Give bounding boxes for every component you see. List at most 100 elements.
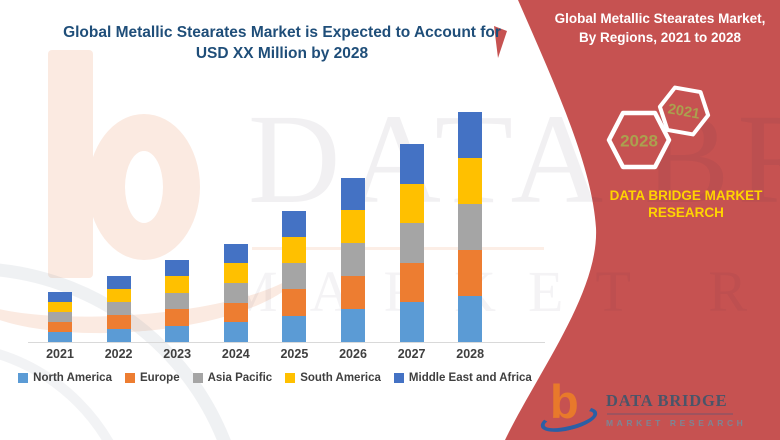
bar-segment-asia-pacific xyxy=(165,292,190,309)
x-axis-line xyxy=(28,342,545,343)
legend-item-asia-pacific: Asia Pacific xyxy=(192,372,273,384)
x-axis-label-2027: 2027 xyxy=(397,347,426,361)
brand-name-text: DATA BRIDGE MARKET RESEARCH xyxy=(592,188,780,221)
brand-name-line1: DATA BRIDGE MARKET xyxy=(609,188,763,203)
bar-column-2022 xyxy=(106,275,131,342)
chart-region: 2021 2022 2023 2024 2025 2026 2027 2028 xyxy=(28,110,545,410)
bar-segment-north-america xyxy=(48,332,72,342)
footer-logo-divider xyxy=(607,413,733,415)
bar-segment-asia-pacific xyxy=(223,282,248,303)
x-axis-label-2022: 2022 xyxy=(104,347,133,361)
chart-title-line1: Global Metallic Stearates Market is Expe… xyxy=(63,24,501,41)
legend-swatch-icon xyxy=(393,373,404,383)
bar-column-2025 xyxy=(282,210,307,342)
bar-column-2024 xyxy=(223,243,248,342)
legend-item-europe: Europe xyxy=(124,372,180,384)
bar-segment-asia-pacific xyxy=(282,263,307,290)
hexagon-label-2028: 2028 xyxy=(620,132,658,151)
chart-legend: North America Europe Asia Pacific South Ame… xyxy=(8,372,542,384)
bar-segment-middle-east-and-africa xyxy=(399,144,424,184)
legend-swatch-icon xyxy=(192,373,203,383)
legend-swatch-icon xyxy=(18,373,29,383)
bar-segment-north-america xyxy=(399,302,424,342)
bar-segment-middle-east-and-africa xyxy=(223,243,248,264)
bar-column-2021 xyxy=(48,292,72,342)
bar-segment-europe xyxy=(106,315,131,329)
logo-b-icon: b xyxy=(538,375,602,437)
footer-logo-subtitle: MARKET RESEARCH xyxy=(606,418,747,428)
bar-segment-south-america xyxy=(341,210,365,244)
watermark-logo-b-stem xyxy=(48,50,93,278)
x-axis-label-2021: 2021 xyxy=(46,347,74,361)
legend-item-north-america: North America xyxy=(18,372,112,384)
legend-item-middle-east-and-africa: Middle East and Africa xyxy=(393,372,532,384)
bar-segment-asia-pacific xyxy=(458,204,483,250)
bar-segment-europe xyxy=(165,309,190,326)
red-panel-sliver xyxy=(494,26,507,58)
bar-segment-europe xyxy=(223,302,248,323)
hexagon-label-2021: 2021 xyxy=(667,101,702,122)
side-panel-header-line1: Global Metallic Stearates Market, xyxy=(554,11,766,26)
legend-label: South America xyxy=(300,372,381,384)
hexagon-shape xyxy=(657,85,711,137)
bar-segment-asia-pacific xyxy=(399,223,424,263)
legend-swatch-icon xyxy=(285,373,296,383)
bar-segment-south-america xyxy=(282,236,307,264)
footer-logo-text: DATA BRIDGE MARKET RESEARCH xyxy=(606,391,746,428)
bar-segment-north-america xyxy=(165,325,190,342)
bar-segment-south-america xyxy=(458,158,483,204)
legend-label: North America xyxy=(33,372,112,384)
bar-segment-europe xyxy=(341,276,365,310)
bar-segment-middle-east-and-africa xyxy=(48,292,72,302)
hexagon-badge-2021: 2021 xyxy=(657,85,711,137)
x-axis-label-2026: 2026 xyxy=(339,347,367,361)
x-axis-label-2028: 2028 xyxy=(456,347,485,361)
hexagon-badge-2028: 2028 xyxy=(606,110,672,170)
bar-column-2027 xyxy=(399,144,424,342)
bar-segment-europe xyxy=(458,250,483,296)
legend-label: Europe xyxy=(139,372,180,384)
watermark-brand-rule xyxy=(252,247,544,250)
bar-segment-south-america xyxy=(106,288,131,303)
bar-segment-north-america xyxy=(106,328,131,342)
bar-segment-asia-pacific xyxy=(106,302,131,316)
bar-segment-asia-pacific xyxy=(48,312,72,322)
bar-column-2023 xyxy=(165,259,190,342)
bar-segment-south-america xyxy=(223,263,248,283)
bar-segment-middle-east-and-africa xyxy=(165,259,190,276)
hexagon-shape xyxy=(606,110,672,170)
logo-b-glyph: b xyxy=(550,375,579,428)
bar-segment-middle-east-and-africa xyxy=(282,210,307,237)
bar-segment-south-america xyxy=(48,302,72,312)
bar-segment-north-america xyxy=(341,309,365,342)
bar-column-2028 xyxy=(458,112,483,342)
x-axis-label-2023: 2023 xyxy=(163,347,192,361)
bar-segment-middle-east-and-africa xyxy=(341,177,365,211)
footer-logo-brand: DATA BRIDGE xyxy=(606,391,728,410)
bar-segment-middle-east-and-africa xyxy=(458,112,483,158)
legend-swatch-icon xyxy=(124,373,135,383)
bar-segment-north-america xyxy=(458,296,483,342)
bar-segment-asia-pacific xyxy=(341,243,365,277)
chart-title-line2: USD XX Million by 2028 xyxy=(195,45,369,62)
x-axis-label-2025: 2025 xyxy=(280,347,309,361)
plot-area xyxy=(28,110,545,342)
bar-segment-north-america xyxy=(282,315,307,342)
chart-title: Global Metallic Stearates Market is Expe… xyxy=(20,22,544,64)
side-panel-header-line2: By Regions, 2021 to 2028 xyxy=(578,30,742,45)
bar-column-2026 xyxy=(341,177,365,342)
legend-label: Asia Pacific xyxy=(207,372,273,384)
bar-segment-south-america xyxy=(399,183,424,224)
bar-segment-europe xyxy=(48,322,72,332)
footer-logo: b DATA BRIDGE MARKET RESEARCH xyxy=(538,375,776,438)
legend-label: Middle East and Africa xyxy=(408,372,532,384)
red-panel-shape xyxy=(505,0,780,440)
legend-item-south-america: South America xyxy=(285,372,381,384)
bar-segment-europe xyxy=(282,289,307,316)
bar-segment-europe xyxy=(399,262,424,303)
side-panel-header: Global Metallic Stearates Market, By Reg… xyxy=(543,9,777,47)
bar-segment-north-america xyxy=(223,322,248,342)
x-axis-label-2024: 2024 xyxy=(221,347,250,361)
